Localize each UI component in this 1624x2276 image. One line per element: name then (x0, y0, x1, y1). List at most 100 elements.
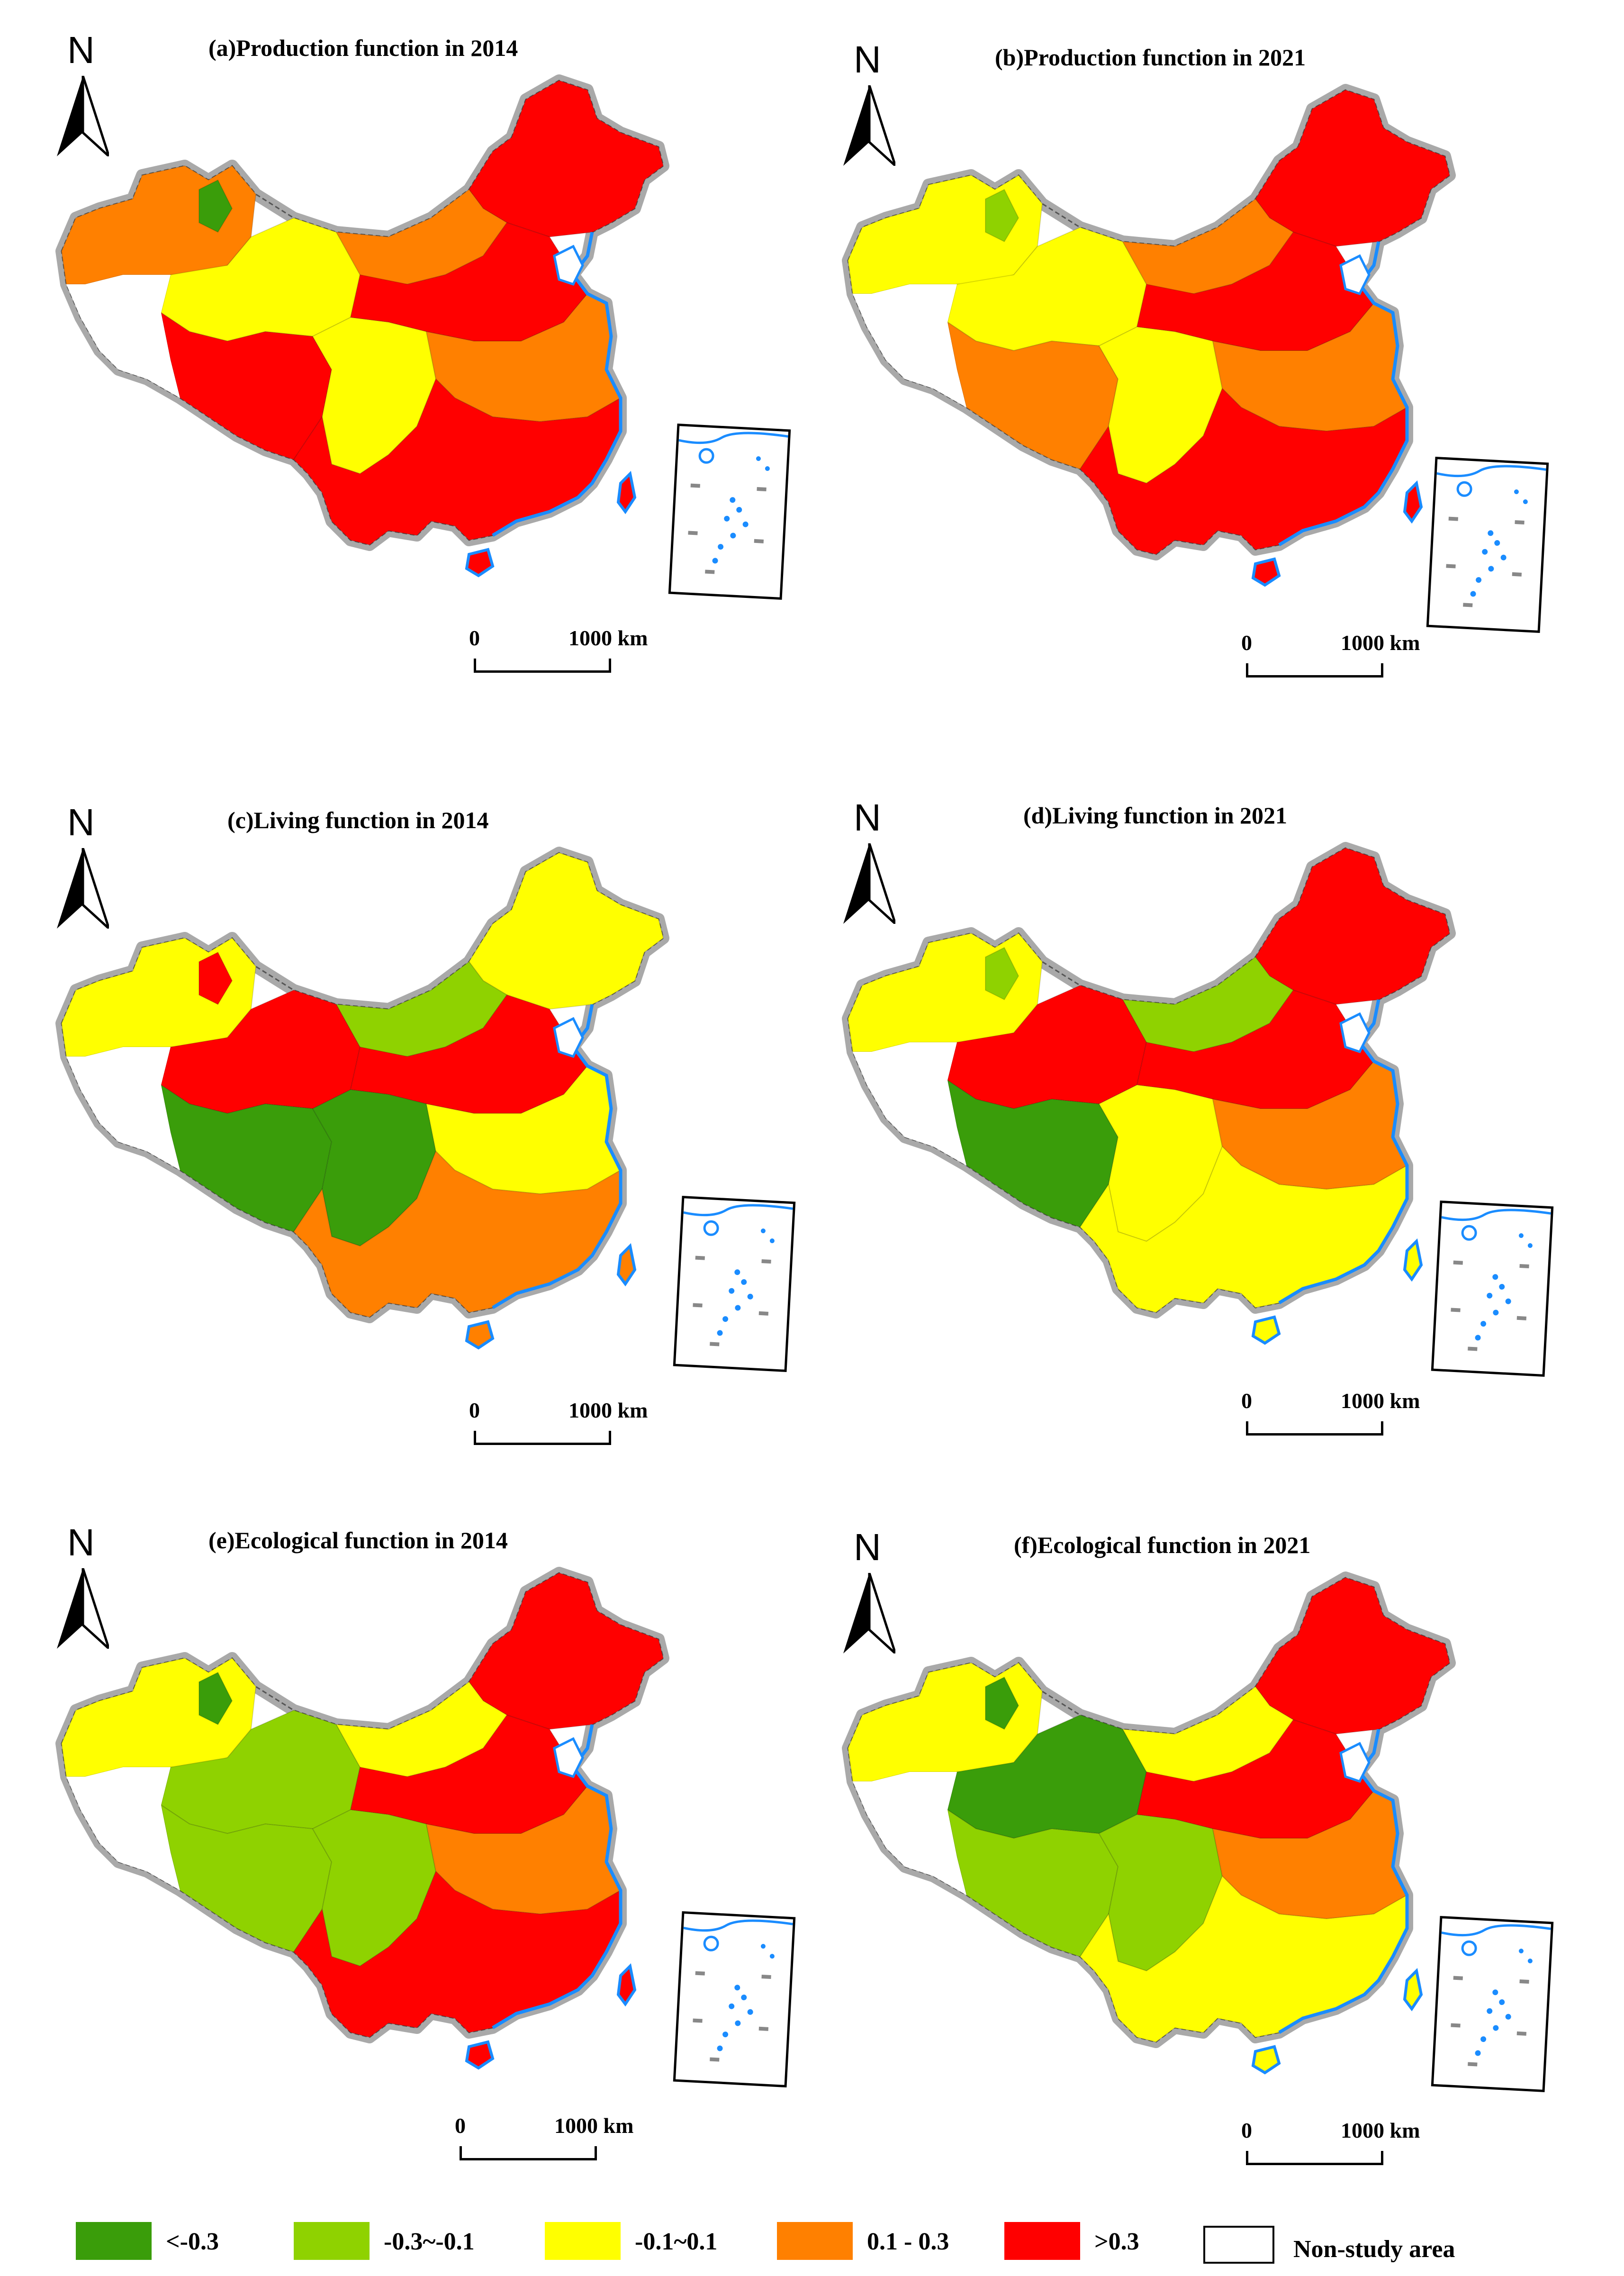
coastline (492, 1004, 623, 1310)
legend-swatch-neg03-neg01 (294, 2222, 370, 2260)
scale-max-label: 1000 km (554, 2113, 634, 2138)
taiwan-island (1403, 480, 1423, 524)
bohai-sea (1339, 254, 1371, 296)
map-region (985, 1676, 1020, 1730)
map-region (985, 947, 1020, 1001)
china-map-f (842, 1572, 1456, 2075)
map-panel-e: (e)Ecological function in 2014 N 0 1000 km (28, 1502, 796, 2213)
taiwan-island (1403, 1238, 1423, 1282)
non-study-area (66, 275, 180, 398)
legend-label-non-study: Non-study area (1293, 2236, 1455, 2263)
map-panel-a: (a)Production function in 2014 N 0 1000 km (28, 9, 791, 720)
north-label: N (67, 801, 95, 843)
north-arrow: N (52, 1521, 114, 1653)
map-region (1079, 1875, 1407, 2043)
map-region (198, 179, 233, 233)
panel-title: (a)Production function in 2014 (208, 35, 518, 61)
china-map-a (55, 74, 669, 578)
map-region (985, 189, 1020, 243)
panel-title: (d)Living function in 2021 (1023, 802, 1288, 829)
north-label: N (854, 1526, 881, 1568)
china-map-c (55, 847, 669, 1350)
inset-islands (1441, 1924, 1551, 2067)
panel-title: (b)Production function in 2021 (995, 44, 1306, 71)
inset-islands (678, 432, 788, 574)
scale-line (460, 2146, 597, 2160)
legend-swatch-neg01-01 (545, 2222, 621, 2260)
map-panel-c: (c)Living function in 2014 N 0 1000 km (28, 782, 796, 1492)
coastline (492, 232, 623, 537)
legend: <-0.3 -0.3~-0.1 -0.1~0.1 0.1 - 0.3 >0.3 … (76, 2217, 1544, 2269)
north-arrow-icon (843, 1573, 895, 1653)
non-study-area (853, 1772, 966, 1895)
legend-swatch-gt-03 (1004, 2222, 1080, 2260)
south-china-sea-inset (673, 1911, 796, 2088)
coastline (1278, 241, 1409, 547)
north-arrow-icon (843, 843, 895, 924)
hainan-island (1251, 557, 1281, 587)
south-china-sea-inset (1426, 456, 1549, 633)
north-arrow: N (839, 796, 900, 929)
north-arrow: N (52, 801, 114, 933)
legend-label-gt-03: >0.3 (1094, 2228, 1139, 2255)
scale-bar: 0 1000 km (1241, 630, 1420, 692)
bohai-sea (1339, 1012, 1371, 1054)
scale-max-label: 1000 km (1341, 631, 1420, 655)
south-china-sea-inset (1431, 1915, 1554, 2093)
scale-bar: 0 1000 km (469, 1398, 648, 1459)
scale-bar: 0 1000 km (1241, 2118, 1420, 2179)
map-region (293, 1150, 621, 1318)
inset-islands (683, 1204, 793, 1346)
south-china-sea-inset (1431, 1200, 1554, 1377)
scale-zero-label: 0 (469, 626, 480, 650)
map-region (1079, 1146, 1407, 1313)
map-region (293, 1870, 621, 2038)
south-china-sea-inset (668, 423, 791, 600)
scale-zero-label: 0 (469, 1398, 480, 1422)
north-label: N (67, 29, 95, 71)
map-region (198, 1671, 233, 1725)
coastline (492, 1724, 623, 2030)
scale-zero-label: 0 (1241, 1389, 1252, 1413)
coastline (1278, 1729, 1409, 2034)
taiwan-island (616, 1243, 637, 1287)
scale-line (474, 659, 611, 673)
hainan-island (1251, 2045, 1281, 2075)
north-arrow-icon (57, 848, 109, 929)
north-label: N (67, 1521, 95, 1563)
non-study-area (853, 1042, 966, 1165)
scale-zero-label: 0 (455, 2113, 466, 2138)
map-panel-f: (f)Ecological function in 2021 N 0 1000 km (815, 1507, 1573, 2217)
non-study-area (853, 284, 966, 407)
map-region (198, 951, 233, 1005)
north-arrow-icon (843, 85, 895, 166)
scale-max-label: 1000 km (568, 1398, 648, 1422)
north-arrow-icon (57, 76, 109, 156)
non-study-area (66, 1767, 180, 1890)
scale-zero-label: 0 (1241, 2118, 1252, 2142)
north-arrow: N (839, 1526, 900, 1658)
inset-islands (1441, 1209, 1551, 1351)
hainan-island (465, 548, 495, 578)
scale-zero-label: 0 (1241, 631, 1252, 655)
china-map-d (842, 842, 1456, 1345)
map-region (1079, 388, 1407, 555)
north-arrow: N (52, 28, 114, 161)
legend-label-p01-p03: 0.1 - 0.3 (867, 2228, 949, 2255)
legend-label-neg01-01: -0.1~0.1 (635, 2228, 718, 2255)
scale-max-label: 1000 km (1341, 2118, 1420, 2142)
taiwan-island (1403, 1968, 1423, 2012)
non-study-area (66, 1047, 180, 1170)
scale-bar: 0 1000 km (455, 2113, 633, 2175)
panel-title: (e)Ecological function in 2014 (208, 1527, 508, 1553)
legend-swatch-non-study (1203, 2226, 1274, 2264)
panel-title: (f)Ecological function in 2021 (1014, 1532, 1311, 1558)
scale-line (1246, 1421, 1383, 1436)
bohai-sea (553, 1737, 584, 1779)
scale-bar: 0 1000 km (469, 625, 648, 687)
map-panel-d: (d)Living function in 2021 N 0 1000 km (815, 777, 1573, 1488)
legend-label-neg03-neg01: -0.3~-0.1 (384, 2228, 475, 2255)
map-region (293, 378, 621, 546)
scale-max-label: 1000 km (1341, 1389, 1420, 1413)
south-china-sea-inset (673, 1195, 796, 1373)
